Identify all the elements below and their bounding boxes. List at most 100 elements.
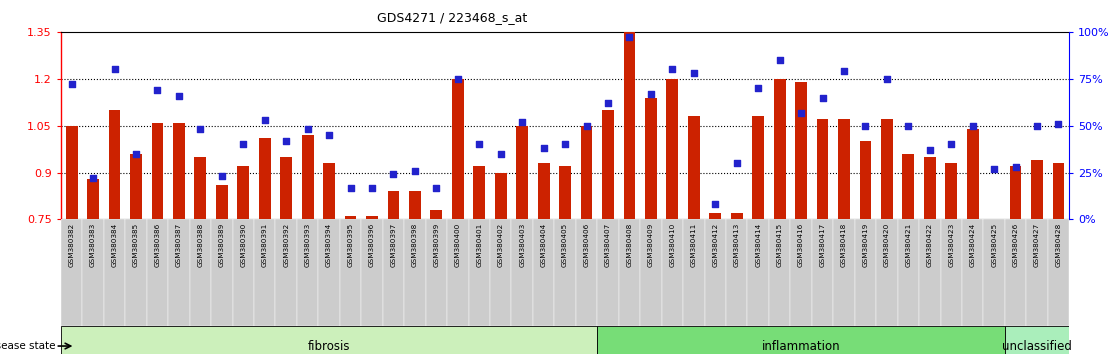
Bar (688, 116, 699, 219)
Bar (537, 163, 550, 219)
Point (664, 67, 681, 72)
Bar (924, 157, 935, 219)
Point (878, 76, 895, 81)
Text: GSM380426: GSM380426 (1013, 223, 1018, 267)
Text: GSM380392: GSM380392 (284, 223, 289, 267)
Text: GSM380413: GSM380413 (733, 223, 740, 267)
Text: GSM380401: GSM380401 (476, 223, 482, 267)
Bar (404, 219, 425, 326)
Text: GSM380406: GSM380406 (584, 223, 589, 267)
Bar (597, 326, 1005, 354)
Text: unclassified: unclassified (1002, 339, 1071, 353)
Bar (297, 219, 318, 326)
Bar (345, 216, 357, 219)
Point (84, 175, 102, 181)
Text: GSM380410: GSM380410 (669, 223, 676, 267)
Point (63, 81, 81, 87)
Text: GSM380411: GSM380411 (690, 223, 697, 267)
Text: GSM380395: GSM380395 (348, 223, 353, 267)
Bar (189, 219, 212, 326)
Bar (752, 116, 765, 219)
Bar (854, 219, 876, 326)
Bar (361, 219, 382, 326)
Bar (452, 79, 464, 219)
Text: GSM380424: GSM380424 (970, 223, 976, 267)
Bar (125, 219, 146, 326)
Point (449, 76, 466, 81)
Bar (280, 157, 293, 219)
Bar (645, 98, 657, 219)
Text: GSM380385: GSM380385 (133, 223, 138, 267)
Bar (731, 213, 742, 219)
Bar (1048, 219, 1069, 326)
Text: GSM380397: GSM380397 (390, 223, 397, 267)
Bar (318, 219, 340, 326)
Bar (109, 110, 121, 219)
Point (127, 151, 145, 156)
Bar (683, 219, 705, 326)
Bar (216, 185, 228, 219)
Point (685, 70, 702, 76)
Point (471, 142, 489, 147)
Bar (233, 219, 254, 326)
Bar (1032, 160, 1043, 219)
Bar (469, 219, 490, 326)
Point (921, 147, 938, 153)
Point (577, 123, 595, 129)
Point (535, 145, 553, 151)
Point (943, 142, 961, 147)
Bar (812, 219, 833, 326)
Bar (640, 219, 661, 326)
Text: GSM380414: GSM380414 (756, 223, 761, 267)
Bar (618, 219, 640, 326)
Bar (324, 163, 335, 219)
Point (792, 110, 810, 115)
Point (235, 142, 253, 147)
Bar (726, 219, 748, 326)
Text: GSM380399: GSM380399 (433, 223, 440, 267)
Bar (902, 154, 914, 219)
Bar (1053, 163, 1065, 219)
Bar (495, 173, 506, 219)
Bar (560, 166, 571, 219)
Point (170, 93, 187, 98)
Bar (769, 219, 790, 326)
Bar (254, 219, 276, 326)
Text: GSM380407: GSM380407 (605, 223, 611, 267)
Bar (833, 219, 854, 326)
Bar (61, 326, 597, 354)
Bar (65, 126, 78, 219)
Point (277, 138, 295, 143)
Bar (61, 219, 82, 326)
Point (1049, 121, 1067, 127)
Bar (301, 135, 314, 219)
Text: GSM380408: GSM380408 (626, 223, 633, 267)
Bar (1005, 219, 1026, 326)
Point (835, 68, 853, 74)
Text: GSM380420: GSM380420 (884, 223, 890, 267)
Text: GSM380422: GSM380422 (926, 223, 933, 267)
Point (492, 151, 510, 156)
Bar (173, 122, 185, 219)
Bar (860, 141, 871, 219)
Text: GSM380398: GSM380398 (412, 223, 418, 267)
Point (813, 95, 831, 101)
Point (341, 185, 359, 190)
Bar (512, 219, 533, 326)
Text: GSM380388: GSM380388 (197, 223, 204, 267)
Bar (490, 219, 512, 326)
Text: GSM380394: GSM380394 (326, 223, 332, 267)
Point (320, 132, 338, 138)
Bar (576, 219, 597, 326)
Text: GSM380393: GSM380393 (305, 223, 310, 267)
Text: GSM380382: GSM380382 (69, 223, 74, 267)
Bar (82, 219, 104, 326)
Bar (748, 219, 769, 326)
Bar (152, 122, 163, 219)
Text: disease state: disease state (0, 341, 55, 351)
Text: GSM380417: GSM380417 (820, 223, 825, 267)
Text: GSM380383: GSM380383 (90, 223, 96, 267)
Bar (130, 154, 142, 219)
Bar (1026, 219, 1048, 326)
Point (856, 123, 874, 129)
